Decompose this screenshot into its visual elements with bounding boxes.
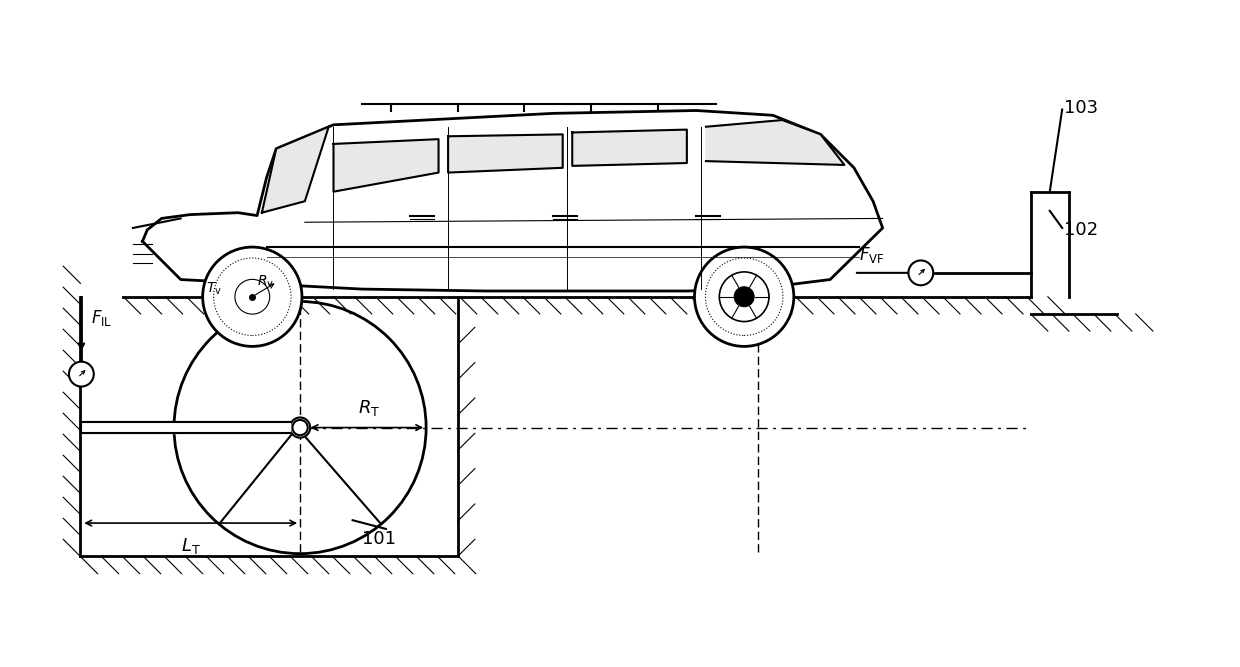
Polygon shape <box>706 120 844 165</box>
Circle shape <box>290 418 310 438</box>
Circle shape <box>69 362 94 386</box>
Text: 102: 102 <box>1064 221 1099 239</box>
Text: $L_{\mathrm{T}}$: $L_{\mathrm{T}}$ <box>181 536 201 556</box>
Text: $R_{\mathrm{v}}$: $R_{\mathrm{v}}$ <box>257 273 274 289</box>
Circle shape <box>734 287 754 307</box>
Text: 101: 101 <box>362 530 396 548</box>
Text: $F_{\mathrm{IL}}$: $F_{\mathrm{IL}}$ <box>91 308 113 328</box>
Text: $T_{\mathrm{v}}$: $T_{\mathrm{v}}$ <box>206 281 222 297</box>
Circle shape <box>719 272 769 321</box>
Text: 103: 103 <box>1064 99 1099 117</box>
Polygon shape <box>262 127 329 213</box>
Polygon shape <box>143 111 883 291</box>
Text: $F_{\mathrm{VF}}$: $F_{\mathrm{VF}}$ <box>859 245 884 265</box>
Circle shape <box>909 260 934 285</box>
Circle shape <box>293 420 308 435</box>
Polygon shape <box>334 139 439 191</box>
Polygon shape <box>572 129 687 166</box>
Circle shape <box>694 247 794 346</box>
Circle shape <box>234 279 269 314</box>
Polygon shape <box>448 134 563 173</box>
Text: $R_{\mathrm{T}}$: $R_{\mathrm{T}}$ <box>358 398 381 418</box>
Circle shape <box>202 247 303 346</box>
